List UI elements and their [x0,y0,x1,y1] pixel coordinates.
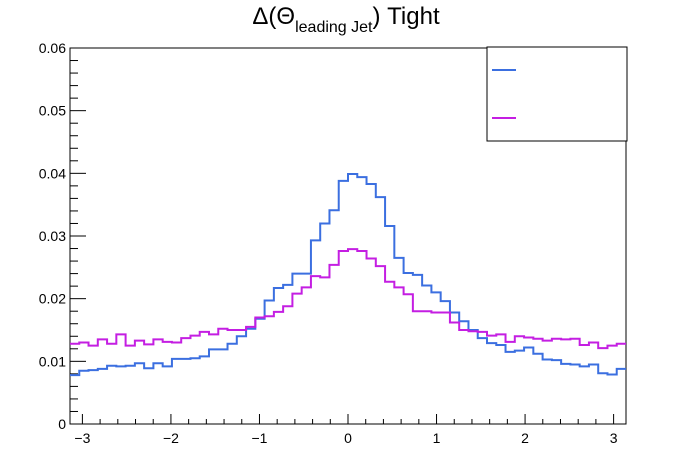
y-tick-label: 0.03 [39,228,66,244]
y-tick-label: 0 [58,416,66,432]
y-tick-label: 0.02 [39,291,66,307]
legend [486,46,628,142]
x-axis: −3 −2 −1 0 1 2 3 [74,414,618,446]
series-line-1 [70,172,626,377]
x-tick-label: 3 [610,430,618,446]
legend-box [486,46,628,142]
x-tick-label: 1 [433,430,441,446]
chart-title-suffix: ) Tight [372,3,439,30]
series-layer [70,172,626,377]
x-tick-label: 0 [344,430,352,446]
y-tick-label: 0.05 [39,103,66,119]
x-tick-label: −2 [163,430,179,446]
x-tick-label: 2 [521,430,529,446]
y-tick-label: 0.04 [39,165,66,181]
y-tick-label: 0.06 [39,40,66,56]
chart-title: Δ(Θleading Jet) Tight [252,3,440,36]
x-tick-label: −1 [251,430,267,446]
y-axis: 0 0.01 0.02 0.03 0.04 0.05 0.06 [39,40,86,432]
chart-title-prefix: Δ(Θ [252,3,295,30]
y-tick-label: 0.01 [39,353,66,369]
x-tick-label: −3 [74,430,90,446]
series-line-2 [70,248,626,350]
chart-title-subscript: leading Jet [295,19,373,36]
